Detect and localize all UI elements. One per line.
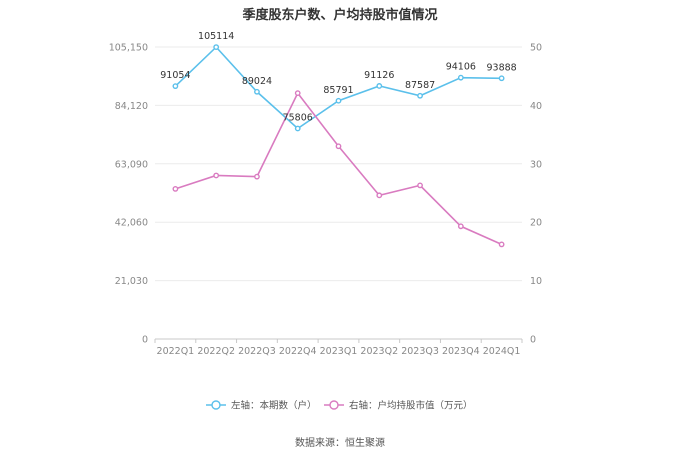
right-axis-tick-label: 0	[530, 335, 536, 346]
data-point-households	[335, 97, 342, 104]
data-point-households	[213, 44, 220, 50]
data-point-avg-holding-value	[376, 192, 383, 199]
x-axis-tick-label: 2023Q1	[320, 346, 358, 357]
right-axis-tick-label: 40	[530, 101, 542, 112]
left-axis-tick-label: 63,090	[115, 159, 148, 170]
legend-point-marker	[329, 400, 339, 410]
data-point-avg-holding-value	[417, 182, 423, 189]
axis-layer: 0 0 21,030 10 42,060 20 63,090 30 84,120 40 105,15…	[109, 43, 542, 358]
x-axis-tick-label: 2024Q1	[483, 346, 521, 357]
legend-label: 右轴：户均持股市值（万元）	[349, 400, 473, 412]
x-axis-tick-label: 2023Q2	[360, 346, 398, 357]
data-label: 94106	[446, 62, 476, 73]
data-label: 87587	[405, 80, 435, 91]
data-point-avg-holding-value	[294, 90, 301, 97]
left-axis-tick-label: 0	[142, 335, 148, 346]
right-axis-tick-label: 50	[530, 43, 542, 54]
data-label: 89024	[242, 76, 272, 87]
right-axis-tick-label: 10	[530, 276, 542, 287]
data-point-avg-holding-value	[457, 223, 464, 230]
data-point-households	[254, 88, 260, 95]
source-note: 数据来源：恒生聚源	[295, 436, 385, 449]
data-point-avg-holding-value	[498, 241, 505, 248]
data-point-avg-holding-value	[335, 143, 342, 150]
x-axis-tick-label: 2022Q2	[197, 346, 235, 357]
data-point-households	[417, 92, 423, 99]
x-axis-tick-label: 2023Q3	[401, 346, 439, 357]
data-point-households	[376, 83, 383, 89]
left-axis-tick-label: 84,120	[115, 101, 148, 112]
data-label: 85791	[323, 85, 353, 96]
data-label: 91126	[364, 70, 394, 81]
right-axis-tick-label: 30	[530, 159, 542, 170]
data-point-households	[294, 125, 301, 132]
label-layer: 91054 105114 89024 75806 85791 91126 87587 9410…	[160, 31, 516, 123]
legend: 左轴：本期数（户） 右轴：户均持股市值（万元）	[206, 400, 473, 412]
chart-title: 季度股东户数、户均持股市值情况	[241, 7, 437, 23]
x-axis-tick-label: 2022Q4	[279, 346, 317, 357]
data-label: 91054	[160, 70, 190, 81]
series-layer	[172, 44, 505, 248]
data-label: 105114	[198, 31, 234, 42]
legend-point-marker	[211, 400, 221, 410]
data-point-avg-holding-value	[172, 186, 179, 192]
right-axis-tick-label: 20	[530, 218, 542, 229]
data-label: 93888	[486, 62, 516, 73]
grid-layer	[155, 46, 522, 282]
x-axis-tick-label: 2022Q3	[238, 346, 276, 357]
data-point-avg-holding-value	[213, 172, 220, 179]
x-axis-tick-label: 2022Q1	[157, 346, 195, 357]
data-point-households	[172, 83, 179, 90]
legend-label: 左轴：本期数（户）	[231, 400, 317, 412]
left-axis-tick-label: 42,060	[115, 218, 148, 229]
x-axis-tick-label: 2023Q4	[442, 346, 480, 357]
data-point-households	[498, 75, 505, 82]
data-point-households	[457, 74, 464, 81]
data-point-avg-holding-value	[254, 173, 260, 180]
data-label: 75806	[283, 112, 313, 123]
left-axis-tick-label: 21,030	[115, 276, 148, 287]
left-axis-tick-label: 105,150	[109, 43, 148, 54]
